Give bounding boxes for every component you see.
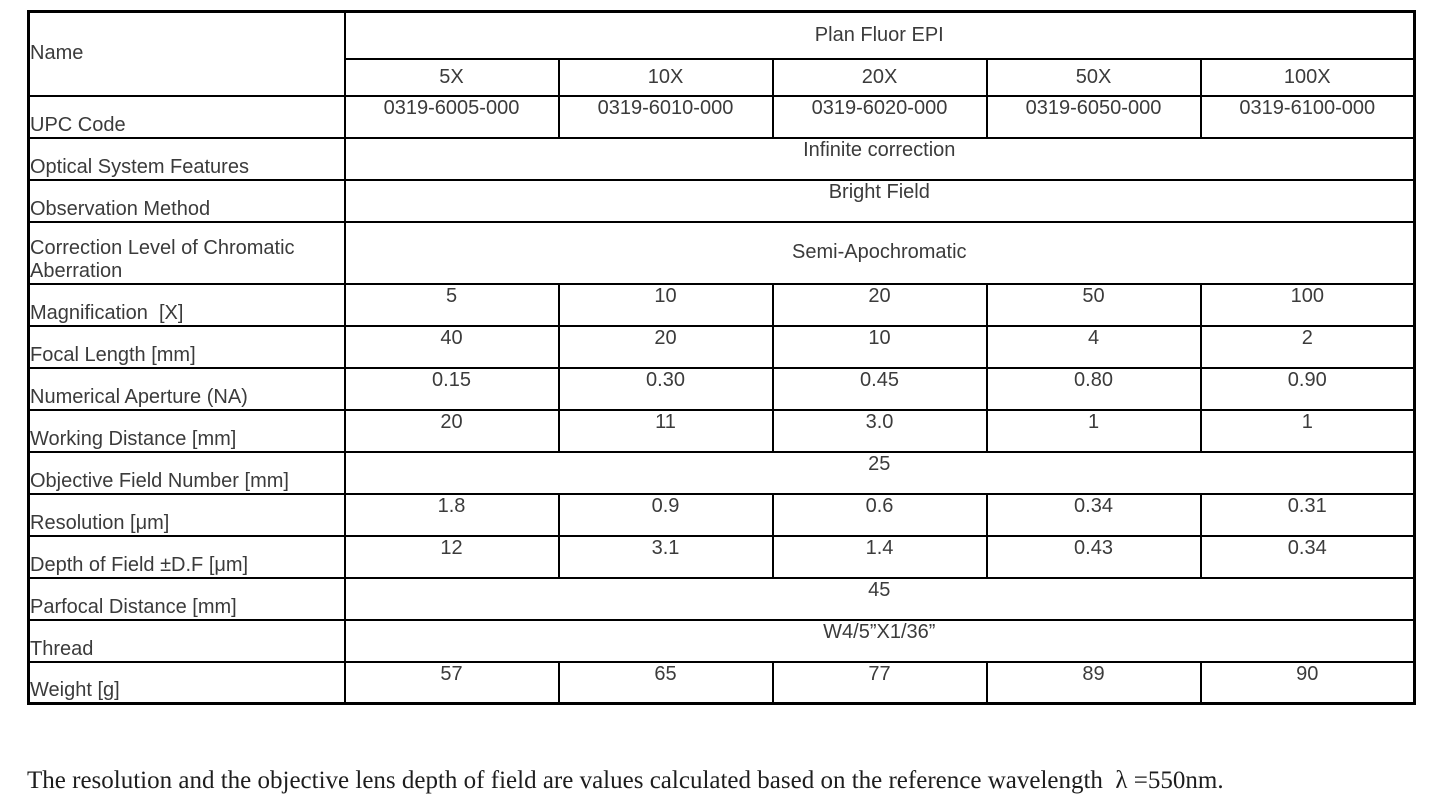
cell-value: 0.15 [343,366,560,411]
cell-value: 100 [1199,282,1416,327]
cell-value: 1.8 [343,492,560,537]
row-parfocal-distance: Parfocal Distance [mm] 45 [27,576,1416,621]
cell-value: 0319-6020-000 [771,94,988,139]
cell-span-value: Bright Field [343,178,1416,223]
column-header-5x: 5X [343,57,560,97]
cell-span-value: Infinite correction [343,136,1416,181]
column-header-20x: 20X [771,57,988,97]
series-title-cell: Plan Fluor EPI [343,10,1416,60]
row-label: Parfocal Distance [mm] [27,576,346,621]
cell-span-value: W4/5”X1/36” [343,618,1416,663]
cell-value: 57 [343,660,560,705]
row-weight: Weight [g] 57 65 77 89 90 [27,660,1416,705]
cell-value: 12 [343,534,560,579]
column-header-50x: 50X [985,57,1202,97]
cell-value: 20 [557,324,774,369]
cell-value: 40 [343,324,560,369]
row-numerical-aperture: Numerical Aperture (NA) 0.15 0.30 0.45 0… [27,366,1416,411]
cell-value: 1 [985,408,1202,453]
cell-value: 10 [557,282,774,327]
cell-value: 1.4 [771,534,988,579]
cell-value: 0319-6100-000 [1199,94,1416,139]
row-chromatic-aberration-correction: Correction Level of Chromatic Aberration… [27,220,1416,285]
cell-span-value: Semi-Apochromatic [343,220,1416,285]
row-label: Weight [g] [27,660,346,705]
row-label: Magnification [X] [27,282,346,327]
cell-value: 5 [343,282,560,327]
cell-value: 1 [1199,408,1416,453]
row-label: Correction Level of Chromatic Aberration [27,220,346,285]
cell-value: 2 [1199,324,1416,369]
cell-value: 20 [771,282,988,327]
cell-value: 0319-6010-000 [557,94,774,139]
cell-value: 0.80 [985,366,1202,411]
cell-value: 65 [557,660,774,705]
row-label: Working Distance [mm] [27,408,346,453]
cell-value: 0.90 [1199,366,1416,411]
cell-value: 0319-6005-000 [343,94,560,139]
cell-span-value: 25 [343,450,1416,495]
row-label: Objective Field Number [mm] [27,450,346,495]
row-label: Thread [27,618,346,663]
cell-value: 0.45 [771,366,988,411]
row-label: Numerical Aperture (NA) [27,366,346,411]
cell-value: 11 [557,408,774,453]
row-observation-method: Observation Method Bright Field [27,178,1416,223]
column-header-10x: 10X [557,57,774,97]
header-row-magnifications: 5X 10X 20X 50X 100X [29,57,1416,97]
row-label: Depth of Field ±D.F [μm] [27,534,346,579]
row-thread: Thread W4/5”X1/36” [27,618,1416,663]
row-magnification: Magnification [X] 5 10 20 50 100 [27,282,1416,327]
row-label: Resolution [μm] [27,492,346,537]
row-optical-system-features: Optical System Features Infinite correct… [27,136,1416,181]
objective-spec-table: Name Plan Fluor EPI 5X 10X 20X 50X 100X … [27,10,1417,705]
cell-value: 0319-6050-000 [985,94,1202,139]
row-depth-of-field: Depth of Field ±D.F [μm] 12 3.1 1.4 0.43… [27,534,1416,579]
cell-value: 0.34 [1199,534,1416,579]
row-upc-code: UPC Code 0319-6005-000 0319-6010-000 031… [27,94,1416,139]
cell-value: 89 [985,660,1202,705]
row-objective-field-number: Objective Field Number [mm] 25 [27,450,1416,495]
page: Name Plan Fluor EPI 5X 10X 20X 50X 100X … [0,10,1438,808]
row-working-distance: Working Distance [mm] 20 11 3.0 1 1 [27,408,1416,453]
column-header-100x: 100X [1199,57,1416,97]
name-header-cell: Name [27,10,346,97]
cell-value: 0.31 [1199,492,1416,537]
cell-value: 0.34 [985,492,1202,537]
cell-value: 20 [343,408,560,453]
footnote: The resolution and the objective lens de… [27,767,1224,794]
cell-value: 90 [1199,660,1416,705]
row-label: UPC Code [27,94,346,139]
cell-value: 0.43 [985,534,1202,579]
header-row-series: Name Plan Fluor EPI [27,10,1416,97]
cell-value: 50 [985,282,1202,327]
cell-value: 4 [985,324,1202,369]
cell-value: 0.6 [771,492,988,537]
cell-value: 77 [771,660,988,705]
cell-value: 0.9 [557,492,774,537]
cell-value: 3.0 [771,408,988,453]
row-resolution: Resolution [μm] 1.8 0.9 0.6 0.34 0.31 [27,492,1416,537]
row-label: Focal Length [mm] [27,324,346,369]
cell-value: 0.30 [557,366,774,411]
row-label: Optical System Features [27,136,346,181]
row-focal-length: Focal Length [mm] 40 20 10 4 2 [27,324,1416,369]
cell-span-value: 45 [343,576,1416,621]
row-label: Observation Method [27,178,346,223]
cell-value: 10 [771,324,988,369]
cell-value: 3.1 [557,534,774,579]
